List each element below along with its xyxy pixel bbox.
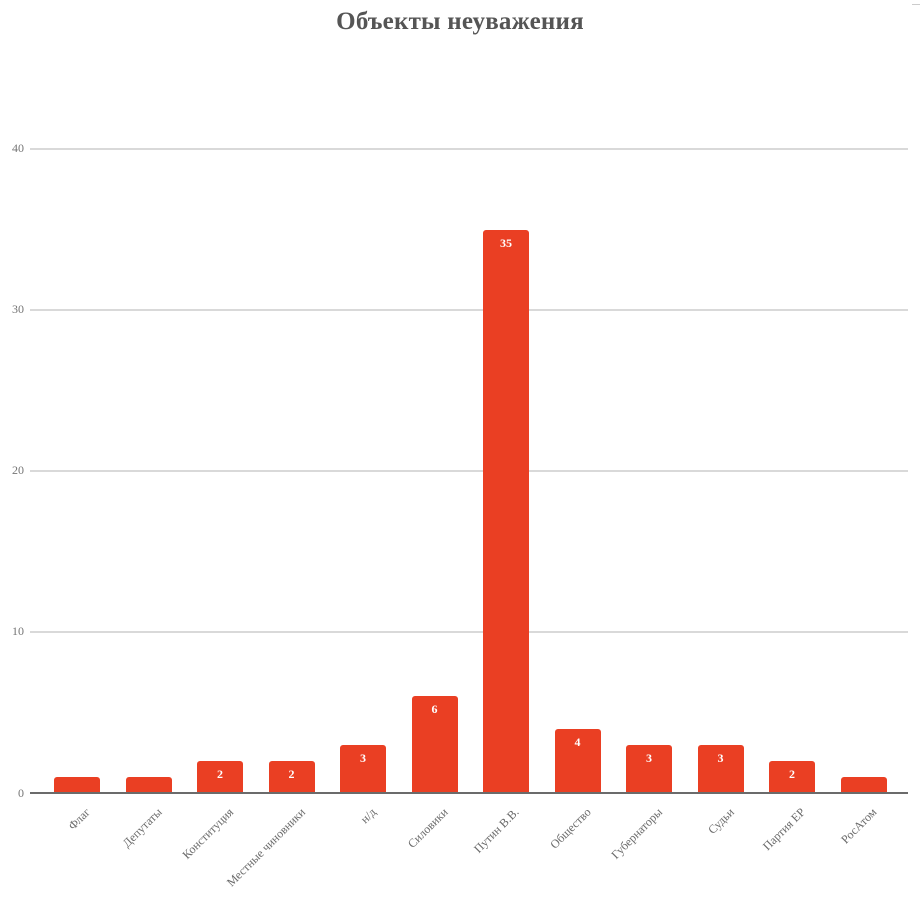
bar: 3 — [626, 744, 672, 793]
x-tick-label: Депутаты — [119, 805, 165, 851]
bar-value-label: 6 — [431, 702, 438, 717]
bar — [125, 776, 172, 793]
bar: 2 — [268, 760, 315, 793]
x-tick-label: Общество — [546, 805, 594, 852]
x-tick-label: Судьи — [704, 805, 737, 837]
gridline-40 — [30, 148, 908, 150]
bar-value-label: 3 — [646, 750, 652, 765]
x-tick-label: Местные чиновники — [223, 805, 308, 890]
y-tick-20: 20 — [12, 463, 24, 477]
bar: 6 — [411, 696, 458, 793]
bar-value-label: 4 — [574, 734, 581, 749]
y-tick-0: 0 — [18, 786, 24, 800]
x-tick-label: Путин В.В. — [470, 805, 522, 856]
bar-value-label: 2 — [217, 766, 223, 781]
y-tick-10: 10 — [12, 624, 24, 638]
x-tick-label: н/д — [357, 805, 379, 827]
x-tick-label: Флаг — [65, 805, 94, 833]
gridline-10 — [30, 631, 908, 633]
bar-value-label: 2 — [288, 766, 295, 781]
bar: 4 — [554, 728, 601, 793]
y-tick-30: 30 — [12, 302, 24, 316]
bar: 3 — [697, 744, 744, 793]
x-tick-label: Партия ЕР — [759, 805, 808, 854]
gridline-30 — [30, 309, 908, 311]
bar: 35 — [483, 229, 529, 793]
x-tick-label: Силовики — [404, 805, 451, 851]
bar — [840, 776, 887, 793]
bar-value-label: 3 — [360, 750, 366, 765]
bar-value-label: 2 — [789, 766, 795, 781]
chart-title: Объекты неуважения — [336, 8, 584, 35]
bar — [54, 776, 100, 793]
y-tick-40: 40 — [12, 141, 24, 155]
bar: 2 — [197, 760, 243, 793]
x-tick-label: РосАтом — [837, 805, 879, 847]
bar-value-label: 35 — [500, 235, 512, 250]
x-tick-label: Губернаторы — [608, 805, 666, 862]
x-tick-label: Конституция — [179, 805, 237, 862]
corner-artifact — [912, 0, 920, 5]
bar: 3 — [340, 744, 386, 793]
x-axis-baseline — [30, 792, 908, 794]
bar-value-label: 3 — [717, 750, 724, 765]
gridline-20 — [30, 470, 908, 472]
bar: 2 — [769, 760, 815, 793]
